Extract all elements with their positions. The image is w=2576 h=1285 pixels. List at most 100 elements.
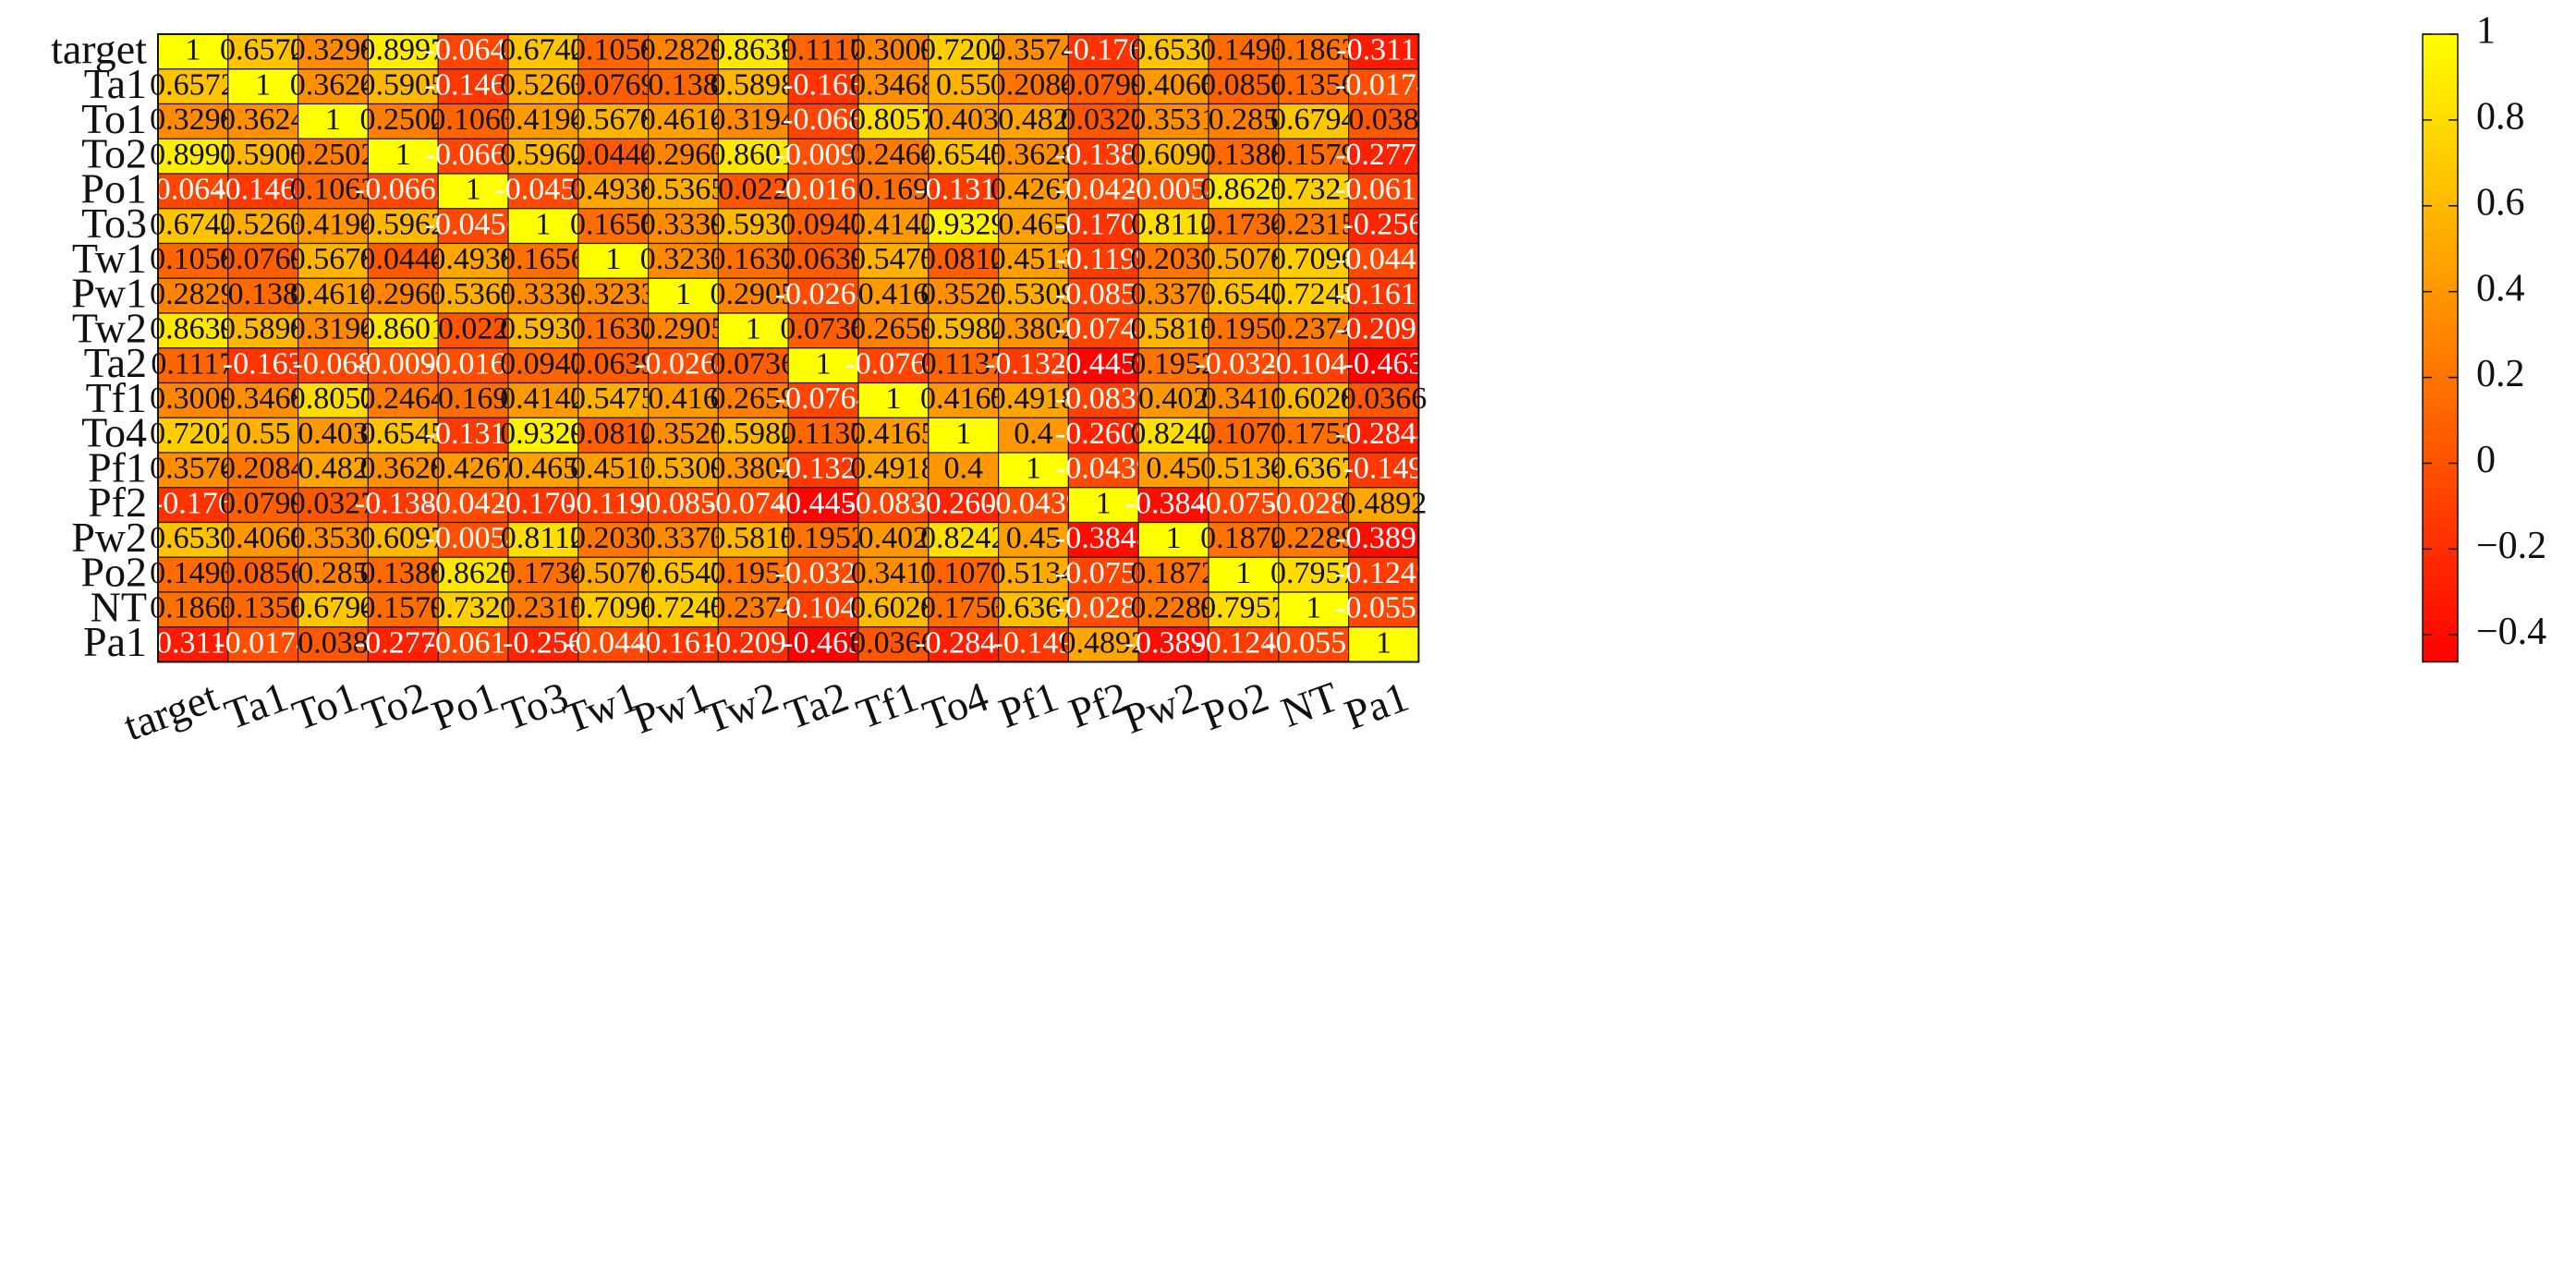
cell-value-label: 0.4938: [570, 173, 657, 207]
row-label-To4: To4: [81, 409, 147, 456]
cell-value-label: 0.55: [936, 67, 991, 102]
cell-value-label: -0.2844: [1335, 417, 1432, 451]
cell-value-label: 0.1063: [290, 173, 377, 207]
cell-value-label: 0.0769: [220, 242, 307, 276]
heatmap-cell-Pw2-Tf1: [857, 521, 930, 558]
cell-value-label: 0.2374: [1270, 312, 1357, 346]
cell-value-label: 1: [325, 103, 341, 137]
cell-value-label: 0.5309: [640, 452, 727, 486]
cell-value-label: 0.4: [943, 452, 983, 486]
heatmap-cell-To3-To1: [298, 208, 370, 245]
cell-value-label: 0.1753: [920, 591, 1007, 625]
heatmap-cell-Po2-To2: [367, 556, 439, 593]
cell-value-label: 0.1734: [1200, 207, 1287, 241]
cell-value-label: 0.5905: [360, 67, 447, 102]
cell-value-label: -0.463: [1343, 346, 1425, 381]
heatmap-cell-To1-target: [157, 103, 229, 139]
cell-value-label: 0.3531: [290, 521, 377, 555]
colorbar: 1 0.8 0.6 0.4 0.2 0 −0.2 −0.4: [2422, 10, 2546, 663]
heatmap-cell-Pa1-Po1: [437, 626, 509, 663]
column-label-Pa1: Pa1: [1339, 673, 1415, 739]
cell-value-label: 0.2031: [1130, 242, 1217, 276]
heatmap-cell-Pw2-Pa1: [1347, 521, 1419, 558]
cell-value-label: 0.6545: [920, 138, 1007, 172]
cell-value-label: 0.7202: [150, 417, 237, 451]
heatmap-cell-Pw1-Pw2: [1137, 277, 1209, 314]
heatmap-cell-Ta1-Pa1: [1347, 68, 1419, 105]
cell-value-label: -0.1199: [565, 486, 662, 520]
row-label-Pw1: Pw1: [71, 270, 147, 317]
cell-value-label: -0.149: [1343, 452, 1425, 486]
cell-value-label: 0.8057: [290, 382, 377, 416]
cell-value-label: -0.2609: [1055, 417, 1152, 451]
heatmap-cell-Pf2-Ta2: [787, 487, 859, 524]
heatmap-cell-Pf1-Ta2: [787, 452, 859, 489]
heatmap-cell-Pf2-To2: [367, 487, 439, 524]
cell-value-label: 0.403: [928, 103, 999, 137]
cell-value-label: -0.163: [223, 346, 304, 381]
heatmap-cell-Po2-Pf1: [997, 556, 1069, 593]
cell-value-label: -0.0662: [355, 173, 452, 207]
cell-value-label: -0.0096: [775, 138, 872, 172]
colorbar-tick-label: 1: [2476, 10, 2496, 53]
cell-value-label: 0.5905: [220, 138, 307, 172]
row-label-target: target: [51, 25, 147, 72]
cell-value-label: 0.4267: [990, 173, 1077, 207]
heatmap-cell-Pw1-To3: [507, 277, 579, 314]
cell-value-label: 0.3802: [990, 312, 1077, 346]
cell-value-label: -0.1322: [775, 452, 872, 486]
cell-value-label: -0.1707: [494, 486, 591, 520]
cell-value-label: 0.6028: [850, 591, 937, 625]
column-label-To2: To2: [357, 673, 434, 739]
row-label-Tw1: Tw1: [72, 235, 147, 282]
heatmap-cell-To1-Tw1: [577, 103, 650, 139]
heatmap-cell-Po2-target: [157, 556, 229, 593]
heatmap-cells: 1 0.65720.32980.8997-0.06410.67420.10580.…: [144, 33, 1432, 663]
heatmap-cell-To3-Pf2: [1067, 208, 1139, 245]
cell-value-label: 0.5365: [640, 173, 727, 207]
row-label-Pf2: Pf2: [88, 479, 147, 526]
heatmap-cell-target-To4: [928, 33, 1000, 70]
cell-value-label: -0.0615: [425, 625, 522, 660]
cell-value-label: 0.402: [858, 521, 930, 555]
cell-value-label: 0.5815: [1130, 312, 1217, 346]
cell-value-label: 0.2905: [640, 312, 727, 346]
cell-value-label: 0.4513: [990, 242, 1077, 276]
cell-value-label: 0.8625: [430, 556, 516, 590]
cell-value-label: 0.7245: [1270, 277, 1357, 311]
cell-value-label: 0.5309: [990, 277, 1077, 311]
heatmap-cell-Tf1-To4: [928, 382, 1000, 418]
heatmap-cell-Pf2-Tf1: [857, 487, 930, 524]
cell-value-label: 0.3628: [990, 138, 1077, 172]
heatmap-cell-Pw1-Pw1: [647, 277, 719, 314]
heatmap-cell-To3-NT: [1278, 208, 1350, 245]
heatmap-cell-Pf2-Pf2: [1067, 487, 1139, 524]
cell-value-label: 0.4614: [290, 277, 377, 311]
cell-value-label: -0.068: [783, 103, 864, 137]
cell-value-label: -0.149: [993, 625, 1075, 660]
heatmap-cell-To4-To4: [928, 417, 1000, 454]
cell-value-label: -0.0429: [1055, 173, 1152, 207]
cell-value-label: -0.1042: [775, 591, 872, 625]
cell-value-label: 0.1872: [1200, 521, 1287, 555]
column-labels: targetTa1To1To2Po1To3Tw1Pw1Tw2Ta2Tf1To4P…: [117, 673, 1415, 750]
cell-value-label: 0.0327: [1061, 103, 1148, 137]
heatmap-cell-Pf1-Pw1: [647, 452, 719, 489]
row-label-To1: To1: [81, 95, 147, 142]
heatmap-cell-NT-Pf1: [997, 591, 1069, 628]
heatmap-cell-Ta2-Po2: [1208, 347, 1280, 384]
cell-value-label: 0.0366: [1341, 382, 1428, 416]
heatmap-cell-NT-Po2: [1208, 591, 1280, 628]
cell-value-label: 0.1753: [1270, 417, 1357, 451]
cell-value-label: 0.1058: [570, 33, 657, 67]
heatmap-cell-Pf2-To1: [298, 487, 370, 524]
cell-value-label: 0.5134: [1200, 452, 1287, 486]
heatmap-cell-target-Pa1: [1347, 33, 1419, 70]
cell-value-label: 0.7245: [640, 591, 727, 625]
cell-value-label: -0.3848: [1125, 486, 1222, 520]
heatmap-cell-NT-To2: [367, 591, 439, 628]
colorbar-tick-label: 0: [2476, 439, 2496, 481]
heatmap-cell-Po1-NT: [1278, 173, 1350, 210]
cell-value-label: 0.5982: [920, 312, 1007, 346]
heatmap-cell-Tw2-To4: [928, 312, 1000, 349]
